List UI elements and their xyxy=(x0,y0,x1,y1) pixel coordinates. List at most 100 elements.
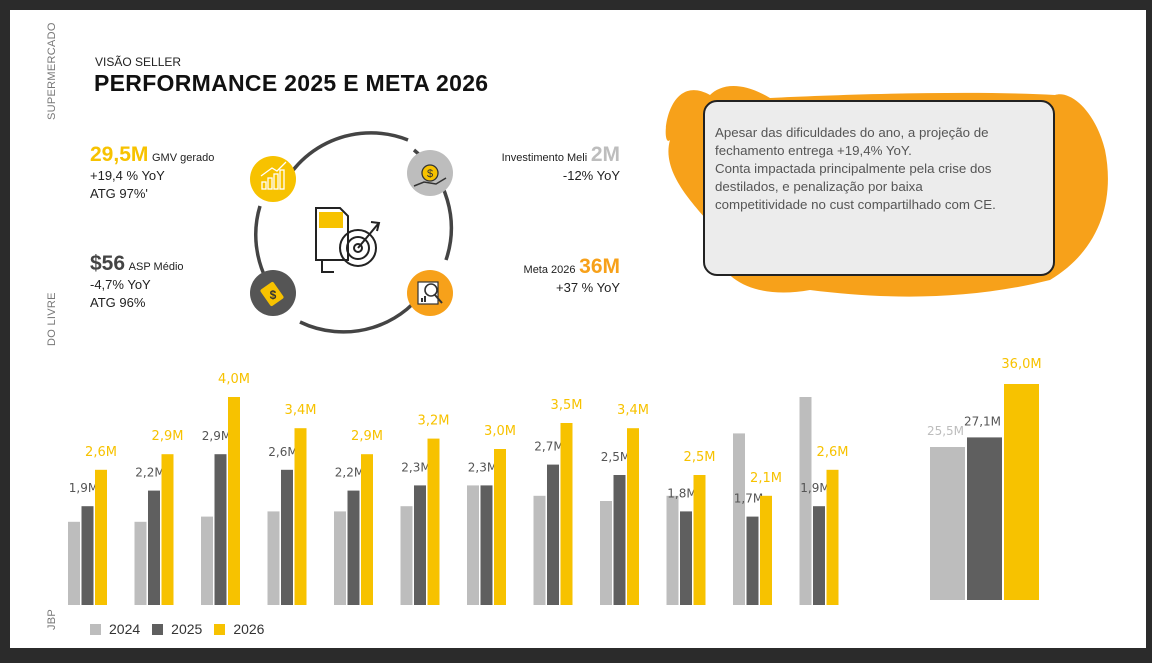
bar-2025-3 xyxy=(214,454,227,605)
callout-line: destilados, e penalização por baixa xyxy=(715,179,923,194)
legend-label: 2025 xyxy=(171,621,203,637)
bar-2024-5 xyxy=(334,511,346,605)
legend-item-2025: 2025 xyxy=(152,621,202,637)
bar-2025-8 xyxy=(547,464,559,605)
total-label-2026: 36,0M xyxy=(1001,357,1041,372)
legend-swatch xyxy=(214,623,226,635)
kpi-gmv: 29,5M GMV gerado +19,4 % YoY ATG 97%' xyxy=(90,144,214,203)
bar-2025-10 xyxy=(680,511,692,605)
bar-2026-4 xyxy=(294,428,307,605)
bar-2025-7 xyxy=(480,485,493,605)
bar-2026-8 xyxy=(560,423,573,605)
bar-2026-11 xyxy=(760,495,772,605)
bar-2025-5 xyxy=(347,490,360,605)
page-title: PERFORMANCE 2025 E META 2026 xyxy=(94,70,489,96)
bar-2025-11 xyxy=(746,516,759,605)
data-label-2025-3: 2,9M xyxy=(202,429,231,443)
data-label-2026-2: 2,9M xyxy=(152,429,184,444)
asp-label: ASP Médio xyxy=(128,261,184,273)
legend-item-2024: 2024 xyxy=(90,621,140,637)
data-label-2025-7: 2,3M xyxy=(468,460,497,474)
bar-2026-6 xyxy=(427,438,440,605)
goal-label: Meta 2026 xyxy=(523,264,576,276)
bar-2024-6 xyxy=(400,506,413,605)
data-label-2025-6: 2,3M xyxy=(401,460,430,474)
total-bar-2026 xyxy=(1004,384,1039,600)
bar-2025-12 xyxy=(813,506,825,605)
data-label-2026-6: 3,2M xyxy=(418,414,450,429)
svg-text:$: $ xyxy=(427,168,433,180)
bar-2024-10 xyxy=(666,495,679,605)
bar-2024-4 xyxy=(267,511,280,605)
bar-2024-3 xyxy=(201,516,213,605)
bar-2026-1 xyxy=(95,469,107,605)
investment-yoy: -12% YoY xyxy=(562,168,620,183)
data-label-2025-5: 2,2M xyxy=(335,466,364,480)
data-label-2026-11: 2,1M xyxy=(750,471,782,486)
data-label-2026-1: 2,6M xyxy=(85,445,117,460)
legend-label: 2026 xyxy=(233,621,265,637)
bar-2024-1 xyxy=(68,521,80,605)
total-bar-2025 xyxy=(967,437,1002,600)
growth-chart-icon xyxy=(250,156,296,202)
chart-legend: 2024 2025 2026 xyxy=(90,621,276,637)
data-label-2025-8: 2,7M xyxy=(534,440,563,454)
kpi-investment: Investimento Meli 2M -12% YoY xyxy=(475,143,620,185)
investment-value: 2M xyxy=(590,143,620,166)
bar-2024-9 xyxy=(600,501,612,605)
data-label-2026-12: 2,6M xyxy=(817,445,849,460)
bar-2024-7 xyxy=(467,485,479,605)
callout-box: Apesar das dificuldades do ano, a projeç… xyxy=(703,100,1055,276)
kpi-goal: Meta 2026 36M +37 % YoY xyxy=(475,256,620,297)
magnifier-report-icon xyxy=(407,270,453,316)
total-label-2024: 25,5M xyxy=(927,424,964,438)
bar-2026-10 xyxy=(693,475,706,605)
data-label-2026-4: 3,4M xyxy=(285,403,317,418)
data-label-2025-2: 2,2M xyxy=(135,466,164,480)
svg-text:$: $ xyxy=(270,288,277,302)
asp-yoy: -4,7% YoY xyxy=(90,277,151,292)
data-label-2026-9: 3,4M xyxy=(617,403,649,418)
bar-2025-6 xyxy=(414,485,426,605)
bar-2025-1 xyxy=(81,506,94,605)
legend-item-2026: 2026 xyxy=(214,621,264,637)
bar-2024-11 xyxy=(733,433,745,605)
goal-yoy: +37 % YoY xyxy=(556,280,620,295)
data-label-2025-10: 1,8M xyxy=(667,486,696,500)
data-label-2026-10: 2,5M xyxy=(684,450,716,465)
bar-2026-2 xyxy=(161,454,174,605)
legend-swatch xyxy=(152,623,164,635)
kpi-asp: $56 ASP Médio -4,7% YoY ATG 96% xyxy=(90,252,184,312)
bar-2025-4 xyxy=(281,469,293,605)
data-label-2026-3: 4,0M xyxy=(218,372,250,387)
bar-2026-12 xyxy=(826,469,839,605)
bar-2024-2 xyxy=(134,521,147,605)
data-label-2025-9: 2,5M xyxy=(601,450,630,464)
legend-swatch xyxy=(90,623,101,635)
gmv-yoy: +19,4 % YoY xyxy=(90,168,165,183)
total-label-2025: 27,1M xyxy=(964,414,1001,428)
bar-2026-3 xyxy=(228,397,240,605)
callout-line: Apesar das dificuldades do ano, a projeç… xyxy=(715,125,989,140)
slide: SUPERMERCADO DO LIVRE JBP VISÃO SELLER P… xyxy=(10,10,1146,648)
bar-2024-12 xyxy=(799,397,812,605)
callout-line: competitividade no cust compartilhado co… xyxy=(715,197,996,212)
asp-value: $56 xyxy=(90,252,126,275)
bar-2026-9 xyxy=(627,428,639,605)
data-label-2026-5: 2,9M xyxy=(351,429,383,444)
data-label-2026-8: 3,5M xyxy=(551,398,583,413)
bar-chart: 1,9M 2,6M 2,2M 2,9M 2,9M 4,0M 2,6M 3,4M 2,2M 2,9M… xyxy=(68,357,1042,605)
callout-line: Conta impactada principalmente pela cris… xyxy=(715,161,992,176)
data-label-2025-12: 1,9M xyxy=(800,481,829,495)
bar-2024-8 xyxy=(533,495,546,605)
price-tag-icon: $ xyxy=(250,270,296,316)
eyebrow-label: VISÃO SELLER xyxy=(95,55,182,69)
data-label-2026-7: 3,0M xyxy=(484,424,516,439)
target-document-icon xyxy=(315,207,381,273)
bar-2026-7 xyxy=(494,449,506,605)
total-bar-2024 xyxy=(930,447,965,600)
money-hand-icon: $ xyxy=(407,150,453,196)
data-label-2025-11: 1,7M xyxy=(734,492,763,506)
bar-2025-2 xyxy=(148,490,160,605)
bar-2026-5 xyxy=(361,454,373,605)
